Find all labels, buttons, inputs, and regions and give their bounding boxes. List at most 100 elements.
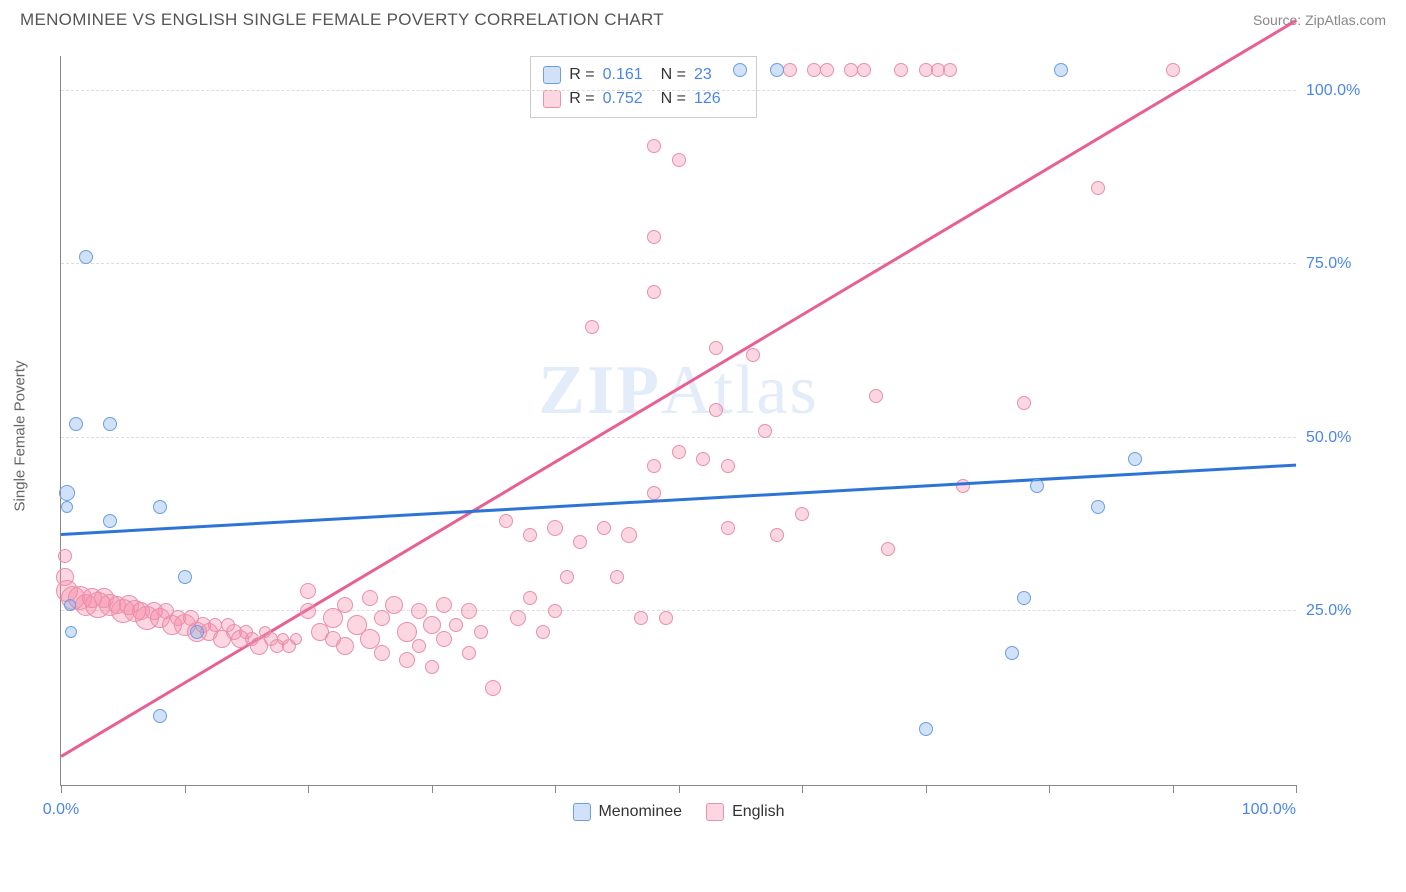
x-tick	[1296, 785, 1297, 793]
data-point	[69, 417, 83, 431]
data-point	[485, 680, 501, 696]
watermark-atlas: Atlas	[661, 352, 819, 429]
data-point	[733, 63, 747, 77]
data-point	[647, 139, 661, 153]
data-point	[411, 603, 427, 619]
data-point	[881, 542, 895, 556]
chart-title: MENOMINEE VS ENGLISH SINGLE FEMALE POVER…	[20, 10, 664, 30]
data-point	[634, 611, 648, 625]
data-point	[1054, 63, 1068, 77]
data-point	[672, 445, 686, 459]
source-text: Source: ZipAtlas.com	[1253, 12, 1386, 28]
data-point	[536, 625, 550, 639]
data-point	[523, 528, 537, 542]
data-point	[323, 608, 343, 628]
data-point	[696, 452, 710, 466]
data-point	[894, 63, 908, 77]
gridline	[61, 263, 1296, 264]
gridline	[61, 610, 1296, 611]
data-point	[385, 596, 403, 614]
data-point	[1091, 181, 1105, 195]
data-point	[1091, 500, 1105, 514]
data-point	[547, 520, 563, 536]
data-point	[61, 501, 73, 513]
y-tick-label: 100.0%	[1306, 82, 1376, 100]
x-tick	[185, 785, 186, 793]
trend-line	[60, 19, 1296, 757]
data-point	[621, 527, 637, 543]
x-tick	[926, 785, 927, 793]
data-point	[573, 535, 587, 549]
x-tick-label: 100.0%	[1242, 801, 1296, 819]
x-tick	[679, 785, 680, 793]
data-point	[397, 622, 417, 642]
data-point	[374, 610, 390, 626]
gridline	[61, 90, 1296, 91]
data-point	[721, 521, 735, 535]
data-point	[647, 459, 661, 473]
legend-label-english: English	[732, 803, 784, 821]
data-point	[1017, 396, 1031, 410]
data-point	[58, 549, 72, 563]
legend-item-english: English	[706, 803, 784, 821]
data-point	[647, 285, 661, 299]
chart-area: Single Female Poverty ZIPAtlas R = 0.161…	[60, 36, 1386, 836]
data-point	[499, 514, 513, 528]
data-point	[374, 645, 390, 661]
swatch-menominee	[572, 803, 590, 821]
data-point	[1017, 591, 1031, 605]
data-point	[523, 591, 537, 605]
data-point	[65, 626, 77, 638]
x-tick	[1173, 785, 1174, 793]
x-tick	[802, 785, 803, 793]
data-point	[597, 521, 611, 535]
data-point	[337, 597, 353, 613]
legend-label-menominee: Menominee	[598, 803, 682, 821]
data-point	[783, 63, 797, 77]
data-point	[659, 611, 673, 625]
data-point	[412, 639, 426, 653]
y-tick-label: 25.0%	[1306, 602, 1376, 620]
data-point	[647, 230, 661, 244]
y-tick-label: 75.0%	[1306, 255, 1376, 273]
y-tick-label: 50.0%	[1306, 429, 1376, 447]
data-point	[79, 250, 93, 264]
data-point	[436, 631, 452, 647]
title-bar: MENOMINEE VS ENGLISH SINGLE FEMALE POVER…	[0, 0, 1406, 36]
data-point	[423, 616, 441, 634]
watermark: ZIPAtlas	[538, 351, 818, 431]
stats-legend: R = 0.161 N = 23 R = 0.752 N = 126	[530, 56, 757, 118]
data-point	[103, 417, 117, 431]
data-point	[1128, 452, 1142, 466]
data-point	[548, 604, 562, 618]
n-label: N =	[661, 63, 686, 87]
watermark-zip: ZIP	[538, 352, 661, 429]
data-point	[647, 486, 661, 500]
legend-item-menominee: Menominee	[572, 803, 682, 821]
data-point	[462, 646, 476, 660]
x-tick	[1049, 785, 1050, 793]
data-point	[449, 618, 463, 632]
data-point	[1005, 646, 1019, 660]
r-label: R =	[569, 63, 594, 87]
data-point	[300, 603, 316, 619]
data-point	[190, 625, 204, 639]
x-tick-label: 0.0%	[43, 801, 79, 819]
plot-area: ZIPAtlas R = 0.161 N = 23 R = 0.752 N = …	[60, 56, 1296, 786]
data-point	[425, 660, 439, 674]
data-point	[610, 570, 624, 584]
data-point	[770, 528, 784, 542]
data-point	[474, 625, 488, 639]
data-point	[795, 507, 809, 521]
data-point	[770, 63, 784, 77]
data-point	[869, 389, 883, 403]
x-tick	[308, 785, 309, 793]
data-point	[721, 459, 735, 473]
data-point	[399, 652, 415, 668]
data-point	[857, 63, 871, 77]
data-point	[153, 709, 167, 723]
data-point	[510, 610, 526, 626]
data-point	[436, 597, 452, 613]
data-point	[59, 485, 75, 501]
swatch-english	[543, 90, 561, 108]
